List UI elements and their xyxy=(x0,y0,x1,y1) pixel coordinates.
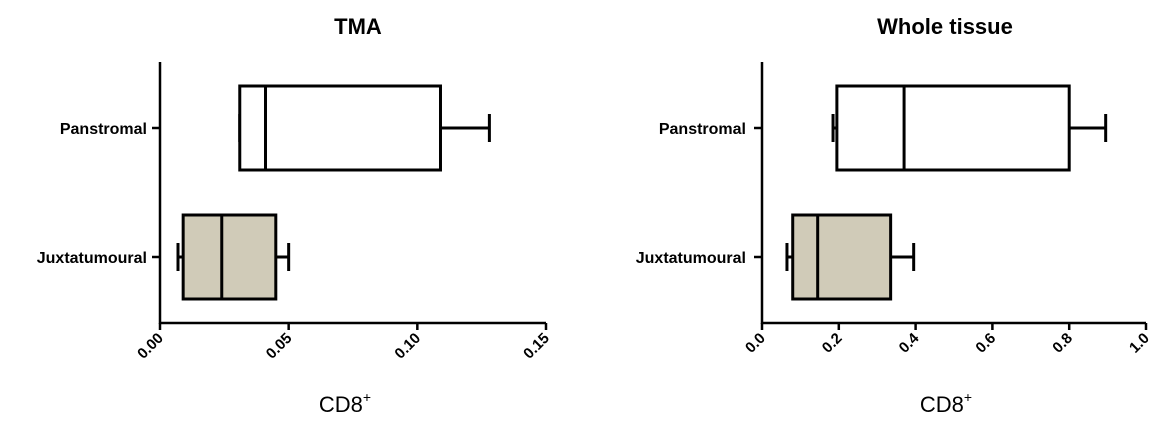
chart-title: TMA xyxy=(334,14,382,39)
x-tick-label: 0.0 xyxy=(742,330,769,357)
x-tick-label: 0.6 xyxy=(972,330,999,357)
panel-whole-tissue: Whole tissue 0.0 0.2 0.4 0.6 0.8 1.0 CD8+ Panstr… xyxy=(636,14,1153,417)
x-tick-label: 0.05 xyxy=(263,330,296,363)
category-label: Panstromal xyxy=(60,121,147,138)
x-tick-label: 0.00 xyxy=(134,330,167,363)
iqr-box xyxy=(238,84,442,172)
panel-tma: TMA 0.00 0.05 0.10 0.15 CD8+ Panstromal Juxtatu… xyxy=(37,14,553,417)
x-tick-label: 0.10 xyxy=(391,330,424,363)
x-axis-label: CD8+ xyxy=(920,389,972,417)
x-axis-label: CD8+ xyxy=(319,389,371,417)
box-juxtatumoural xyxy=(176,213,291,301)
category-label: Panstromal xyxy=(659,121,746,138)
iqr-box xyxy=(835,84,1071,172)
box-juxtatumoural xyxy=(785,213,916,301)
chart-title: Whole tissue xyxy=(877,14,1013,39)
x-tick-label: 0.2 xyxy=(819,330,846,357)
x-tick-label: 1.0 xyxy=(1126,330,1153,357)
box-panstromal xyxy=(831,84,1108,172)
x-axis-label-superscript: + xyxy=(363,389,371,405)
x-tick-label: 0.8 xyxy=(1049,330,1076,357)
category-label: Juxtatumoural xyxy=(636,250,746,267)
x-tick-label: 0.15 xyxy=(520,330,553,363)
box-panstromal xyxy=(238,84,491,172)
iqr-box xyxy=(181,213,278,301)
x-axis-label-superscript: + xyxy=(964,389,972,405)
x-tick-label: 0.4 xyxy=(896,329,923,356)
iqr-box xyxy=(791,213,893,301)
category-label: Juxtatumoural xyxy=(37,250,147,267)
